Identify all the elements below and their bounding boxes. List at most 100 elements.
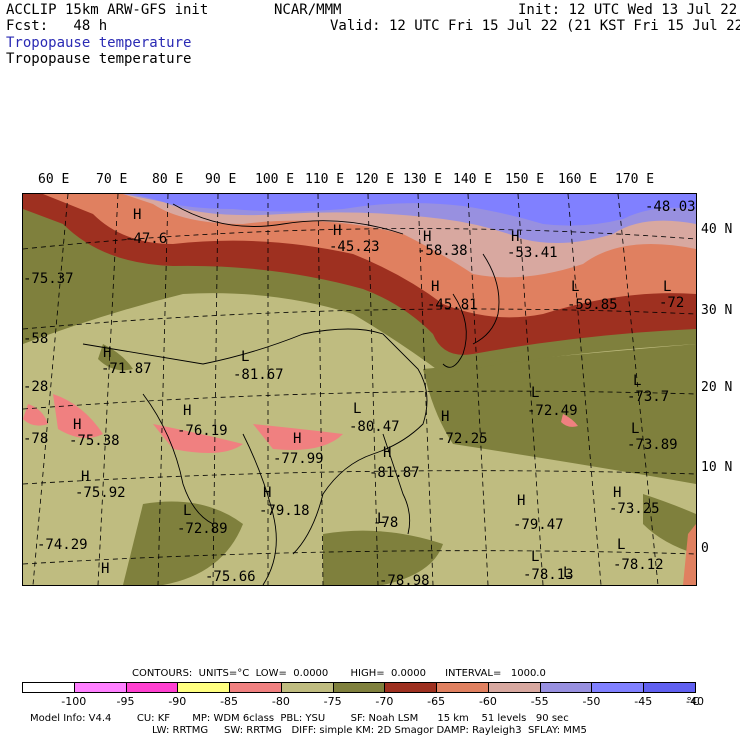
temp-value: -47.6 bbox=[125, 231, 168, 247]
colorbar-label: -50 bbox=[582, 695, 601, 708]
temperature-field bbox=[23, 194, 696, 585]
temp-value: -79.47 bbox=[513, 517, 564, 533]
lon-label: 140 E bbox=[453, 172, 493, 187]
colorbar-label: -90 bbox=[168, 695, 187, 708]
org-label: NCAR/MMM bbox=[274, 2, 342, 18]
colorbar-label: -95 bbox=[116, 695, 135, 708]
colorbar-swatch bbox=[22, 682, 75, 693]
temp-value: -72.89 bbox=[177, 521, 228, 537]
model-title: ACCLIP 15km ARW-GFS init bbox=[6, 2, 209, 18]
colorbar-label: -65 bbox=[427, 695, 446, 708]
pressure-marker: H bbox=[511, 229, 520, 245]
temp-value: -75.66 bbox=[205, 569, 256, 585]
lon-label: 100 E bbox=[255, 172, 295, 187]
pressure-marker: L bbox=[183, 503, 192, 519]
model-info-line2: LW: RRTMG SW: RRTMG DIFF: simple KM: 2D … bbox=[152, 725, 587, 736]
pressure-marker: L bbox=[663, 279, 672, 295]
temp-value: -72 bbox=[659, 295, 685, 311]
pressure-marker: H bbox=[103, 345, 112, 361]
lon-label: 70 E bbox=[96, 172, 128, 187]
temp-value: -45.23 bbox=[329, 239, 380, 255]
temp-value: -78.12 bbox=[613, 557, 664, 573]
colorbar-swatch bbox=[436, 682, 489, 693]
pressure-marker: H bbox=[101, 561, 110, 577]
temp-value: -76.19 bbox=[177, 423, 228, 439]
colorbar-label: -75 bbox=[323, 695, 342, 708]
contour-info: CONTOURS: UNITS=°C LOW= 0.0000 HIGH= 0.0… bbox=[132, 668, 546, 679]
pressure-marker: L bbox=[353, 401, 362, 417]
colorbar-label: °C bbox=[686, 695, 700, 708]
field-title-blue: Tropopause temperature bbox=[6, 35, 192, 51]
map-panel: H H H H H L L L L H H L H H L L H H H H … bbox=[22, 193, 697, 586]
colorbar-label: -45 bbox=[634, 695, 653, 708]
colorbar-swatch bbox=[229, 682, 282, 693]
colorbar-swatch bbox=[384, 682, 438, 693]
lat-label: 30 N bbox=[701, 303, 733, 318]
pressure-marker: L bbox=[563, 565, 572, 581]
pressure-marker: L bbox=[531, 549, 540, 565]
temp-value: -73.7 bbox=[627, 389, 670, 405]
pressure-marker: L bbox=[631, 421, 640, 437]
pressure-marker: L bbox=[531, 385, 540, 401]
temp-value: -78.13 bbox=[523, 567, 574, 583]
pressure-marker: L bbox=[241, 349, 250, 365]
temp-value: -28 bbox=[23, 379, 49, 395]
temp-value: -72.25 bbox=[437, 431, 488, 447]
field-title-black: Tropopause temperature bbox=[6, 51, 192, 67]
colorbar-label: -85 bbox=[220, 695, 239, 708]
init-time: Init: 12 UTC Wed 13 Jul 22 bbox=[518, 2, 738, 18]
pressure-marker: L bbox=[377, 511, 386, 527]
pressure-marker: H bbox=[441, 409, 450, 425]
lon-label: 90 E bbox=[205, 172, 237, 187]
colorbar-swatch bbox=[73, 682, 127, 693]
colorbar-swatch bbox=[280, 682, 334, 693]
lon-label: 80 E bbox=[152, 172, 184, 187]
pressure-marker: H bbox=[431, 279, 440, 295]
temp-value: -77.99 bbox=[273, 451, 324, 467]
pressure-marker: H bbox=[613, 485, 622, 501]
temp-value: -59.85 bbox=[567, 297, 618, 313]
lat-label: 0 bbox=[701, 541, 709, 556]
colorbar-swatch bbox=[487, 682, 541, 693]
temp-value: -79.18 bbox=[259, 503, 310, 519]
pressure-marker: H bbox=[383, 445, 392, 461]
colorbar-swatch bbox=[125, 682, 179, 693]
pressure-marker: L bbox=[633, 373, 642, 389]
colorbar-label: -55 bbox=[530, 695, 549, 708]
colorbar-swatch bbox=[332, 682, 386, 693]
model-info-line1: Model Info: V4.4 CU: KF MP: WDM 6class P… bbox=[30, 713, 569, 724]
temp-value: -81.67 bbox=[233, 367, 284, 383]
pressure-marker: H bbox=[183, 403, 192, 419]
colorbar-swatch bbox=[591, 682, 645, 693]
temp-value: -73.25 bbox=[609, 501, 660, 517]
pressure-marker: L bbox=[617, 537, 626, 553]
temp-value: -58 bbox=[23, 331, 49, 347]
colorbar-label: -40 bbox=[686, 695, 704, 708]
colorbar-label: -60 bbox=[478, 695, 497, 708]
temp-value: -80.47 bbox=[349, 419, 400, 435]
lon-label: 170 E bbox=[615, 172, 655, 187]
lat-label: 10 N bbox=[701, 460, 733, 475]
temp-value: -72.49 bbox=[527, 403, 578, 419]
colorbar-swatch bbox=[539, 682, 593, 693]
temp-value: -75.38 bbox=[69, 433, 120, 449]
pressure-marker: H bbox=[517, 493, 526, 509]
temp-value: -81.87 bbox=[369, 465, 420, 481]
lon-label: 120 E bbox=[355, 172, 395, 187]
temp-value: -78 bbox=[373, 515, 399, 531]
pressure-marker: H bbox=[81, 469, 90, 485]
temp-value: -53.41 bbox=[507, 245, 558, 261]
pressure-marker: H bbox=[333, 223, 342, 239]
pressure-marker: H bbox=[263, 485, 272, 501]
temp-value: -78 bbox=[23, 431, 49, 447]
pressure-marker: L bbox=[571, 279, 580, 295]
temp-value: -75.92 bbox=[75, 485, 126, 501]
lat-label: 40 N bbox=[701, 222, 733, 237]
lat-label: 20 N bbox=[701, 380, 733, 395]
temp-value: -74.29 bbox=[37, 537, 88, 553]
lon-label: 160 E bbox=[558, 172, 598, 187]
lon-label: 110 E bbox=[305, 172, 345, 187]
pressure-marker: H bbox=[133, 207, 142, 223]
lon-label: 60 E bbox=[38, 172, 70, 187]
temp-value: -58.38 bbox=[417, 243, 468, 259]
